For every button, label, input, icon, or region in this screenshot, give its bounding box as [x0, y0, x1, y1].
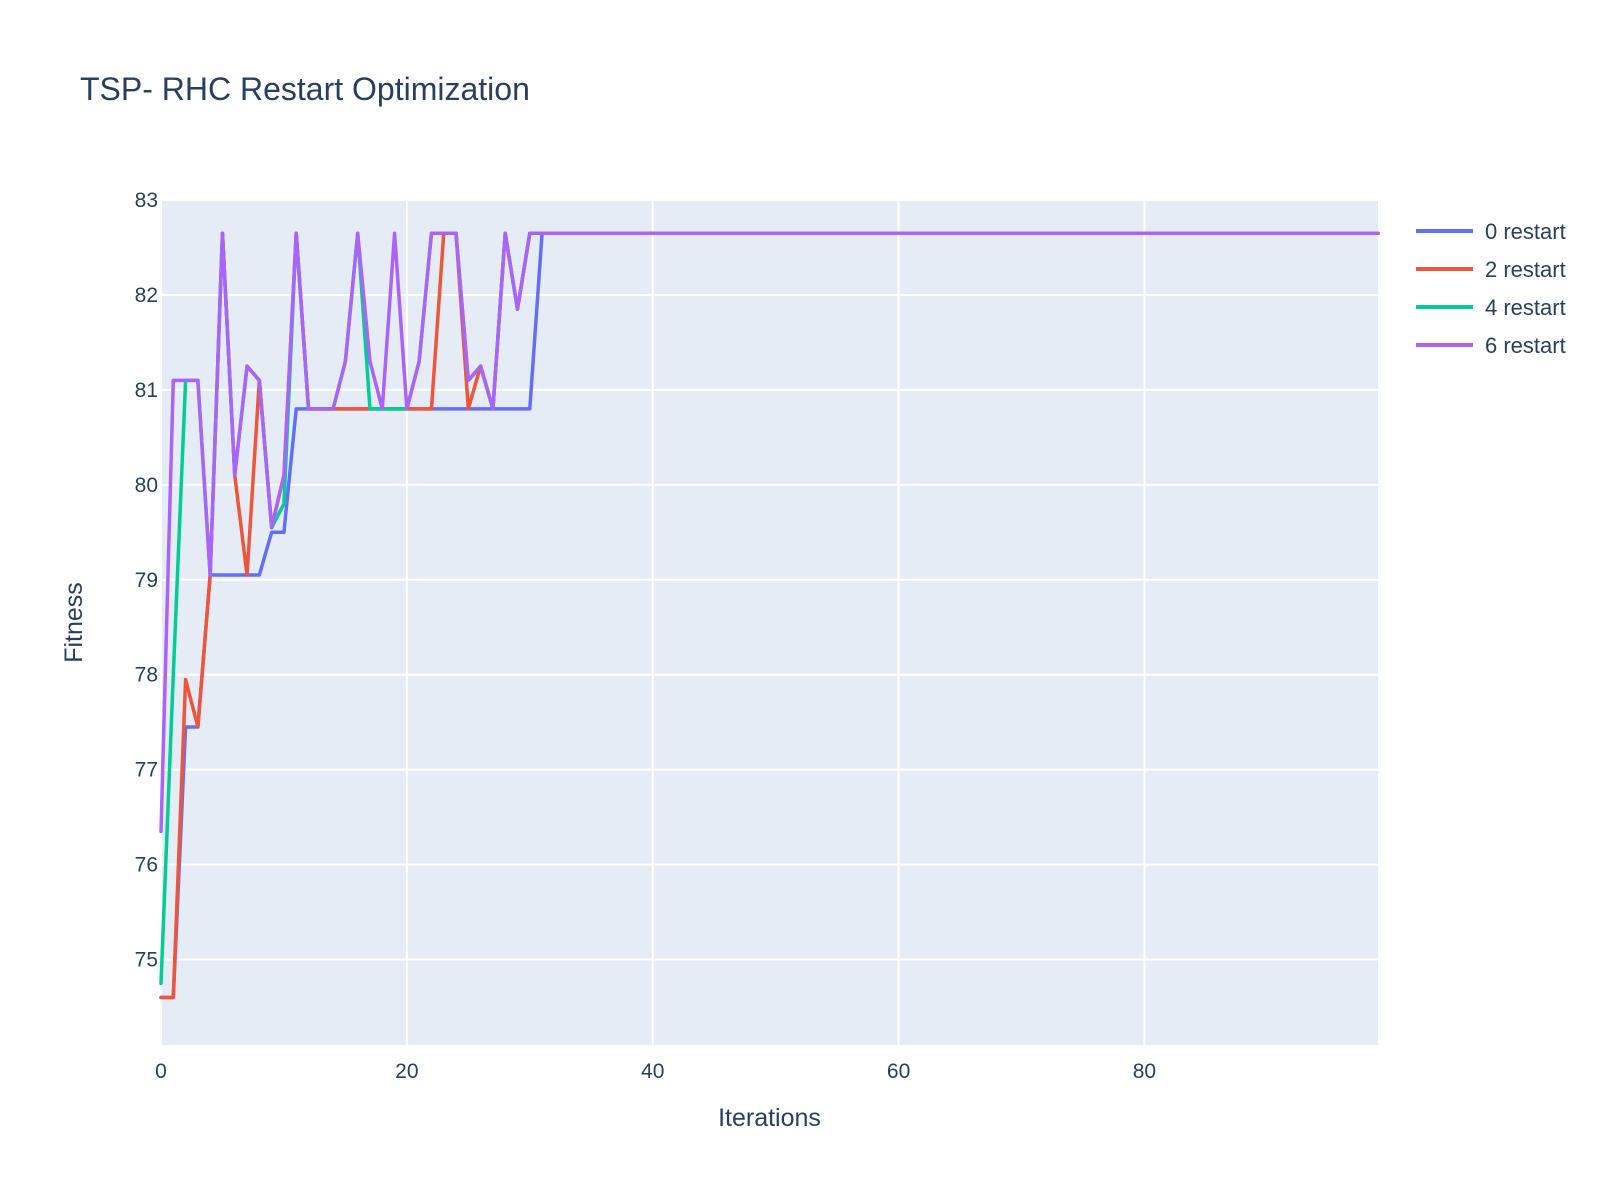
plot-area: [161, 200, 1378, 1045]
x-axis-title: Iterations: [718, 1104, 821, 1132]
legend[interactable]: 0 restart 2 restart 4 restart 6 restart: [1416, 219, 1566, 358]
x-tick-label: 0: [155, 1060, 167, 1083]
legend-label: 0 restart: [1485, 219, 1566, 244]
legend-label: 6 restart: [1485, 333, 1566, 358]
legend-label: 4 restart: [1485, 295, 1566, 320]
y-axis-title: Fitness: [60, 582, 88, 663]
y-axis-ticks: 75 76 77 78 79 80 81 82 83: [135, 189, 158, 972]
y-tick-label: 82: [135, 284, 158, 307]
series-line-3: [159, 231, 1380, 834]
legend-item[interactable]: 4 restart: [1416, 295, 1566, 320]
x-tick-label: 40: [641, 1060, 664, 1083]
legend-item[interactable]: 0 restart: [1416, 219, 1566, 244]
series-lines: [159, 231, 1380, 1000]
y-tick-label: 81: [135, 379, 158, 402]
y-tick-label: 77: [135, 759, 158, 782]
x-tick-label: 80: [1133, 1060, 1156, 1083]
y-tick-label: 78: [135, 664, 158, 687]
legend-item[interactable]: 6 restart: [1416, 333, 1566, 358]
y-tick-label: 80: [135, 474, 158, 497]
x-tick-label: 60: [887, 1060, 910, 1083]
legend-label: 2 restart: [1485, 257, 1566, 282]
x-axis-ticks: 0 20 40 60 80: [155, 1060, 1156, 1083]
chart-title: TSP- RHC Restart Optimization: [80, 71, 530, 107]
y-tick-label: 83: [135, 189, 158, 212]
legend-item[interactable]: 2 restart: [1416, 257, 1566, 282]
y-tick-label: 76: [135, 854, 158, 877]
x-tick-label: 20: [395, 1060, 418, 1083]
y-tick-label: 75: [135, 949, 158, 972]
y-tick-label: 79: [135, 569, 158, 592]
